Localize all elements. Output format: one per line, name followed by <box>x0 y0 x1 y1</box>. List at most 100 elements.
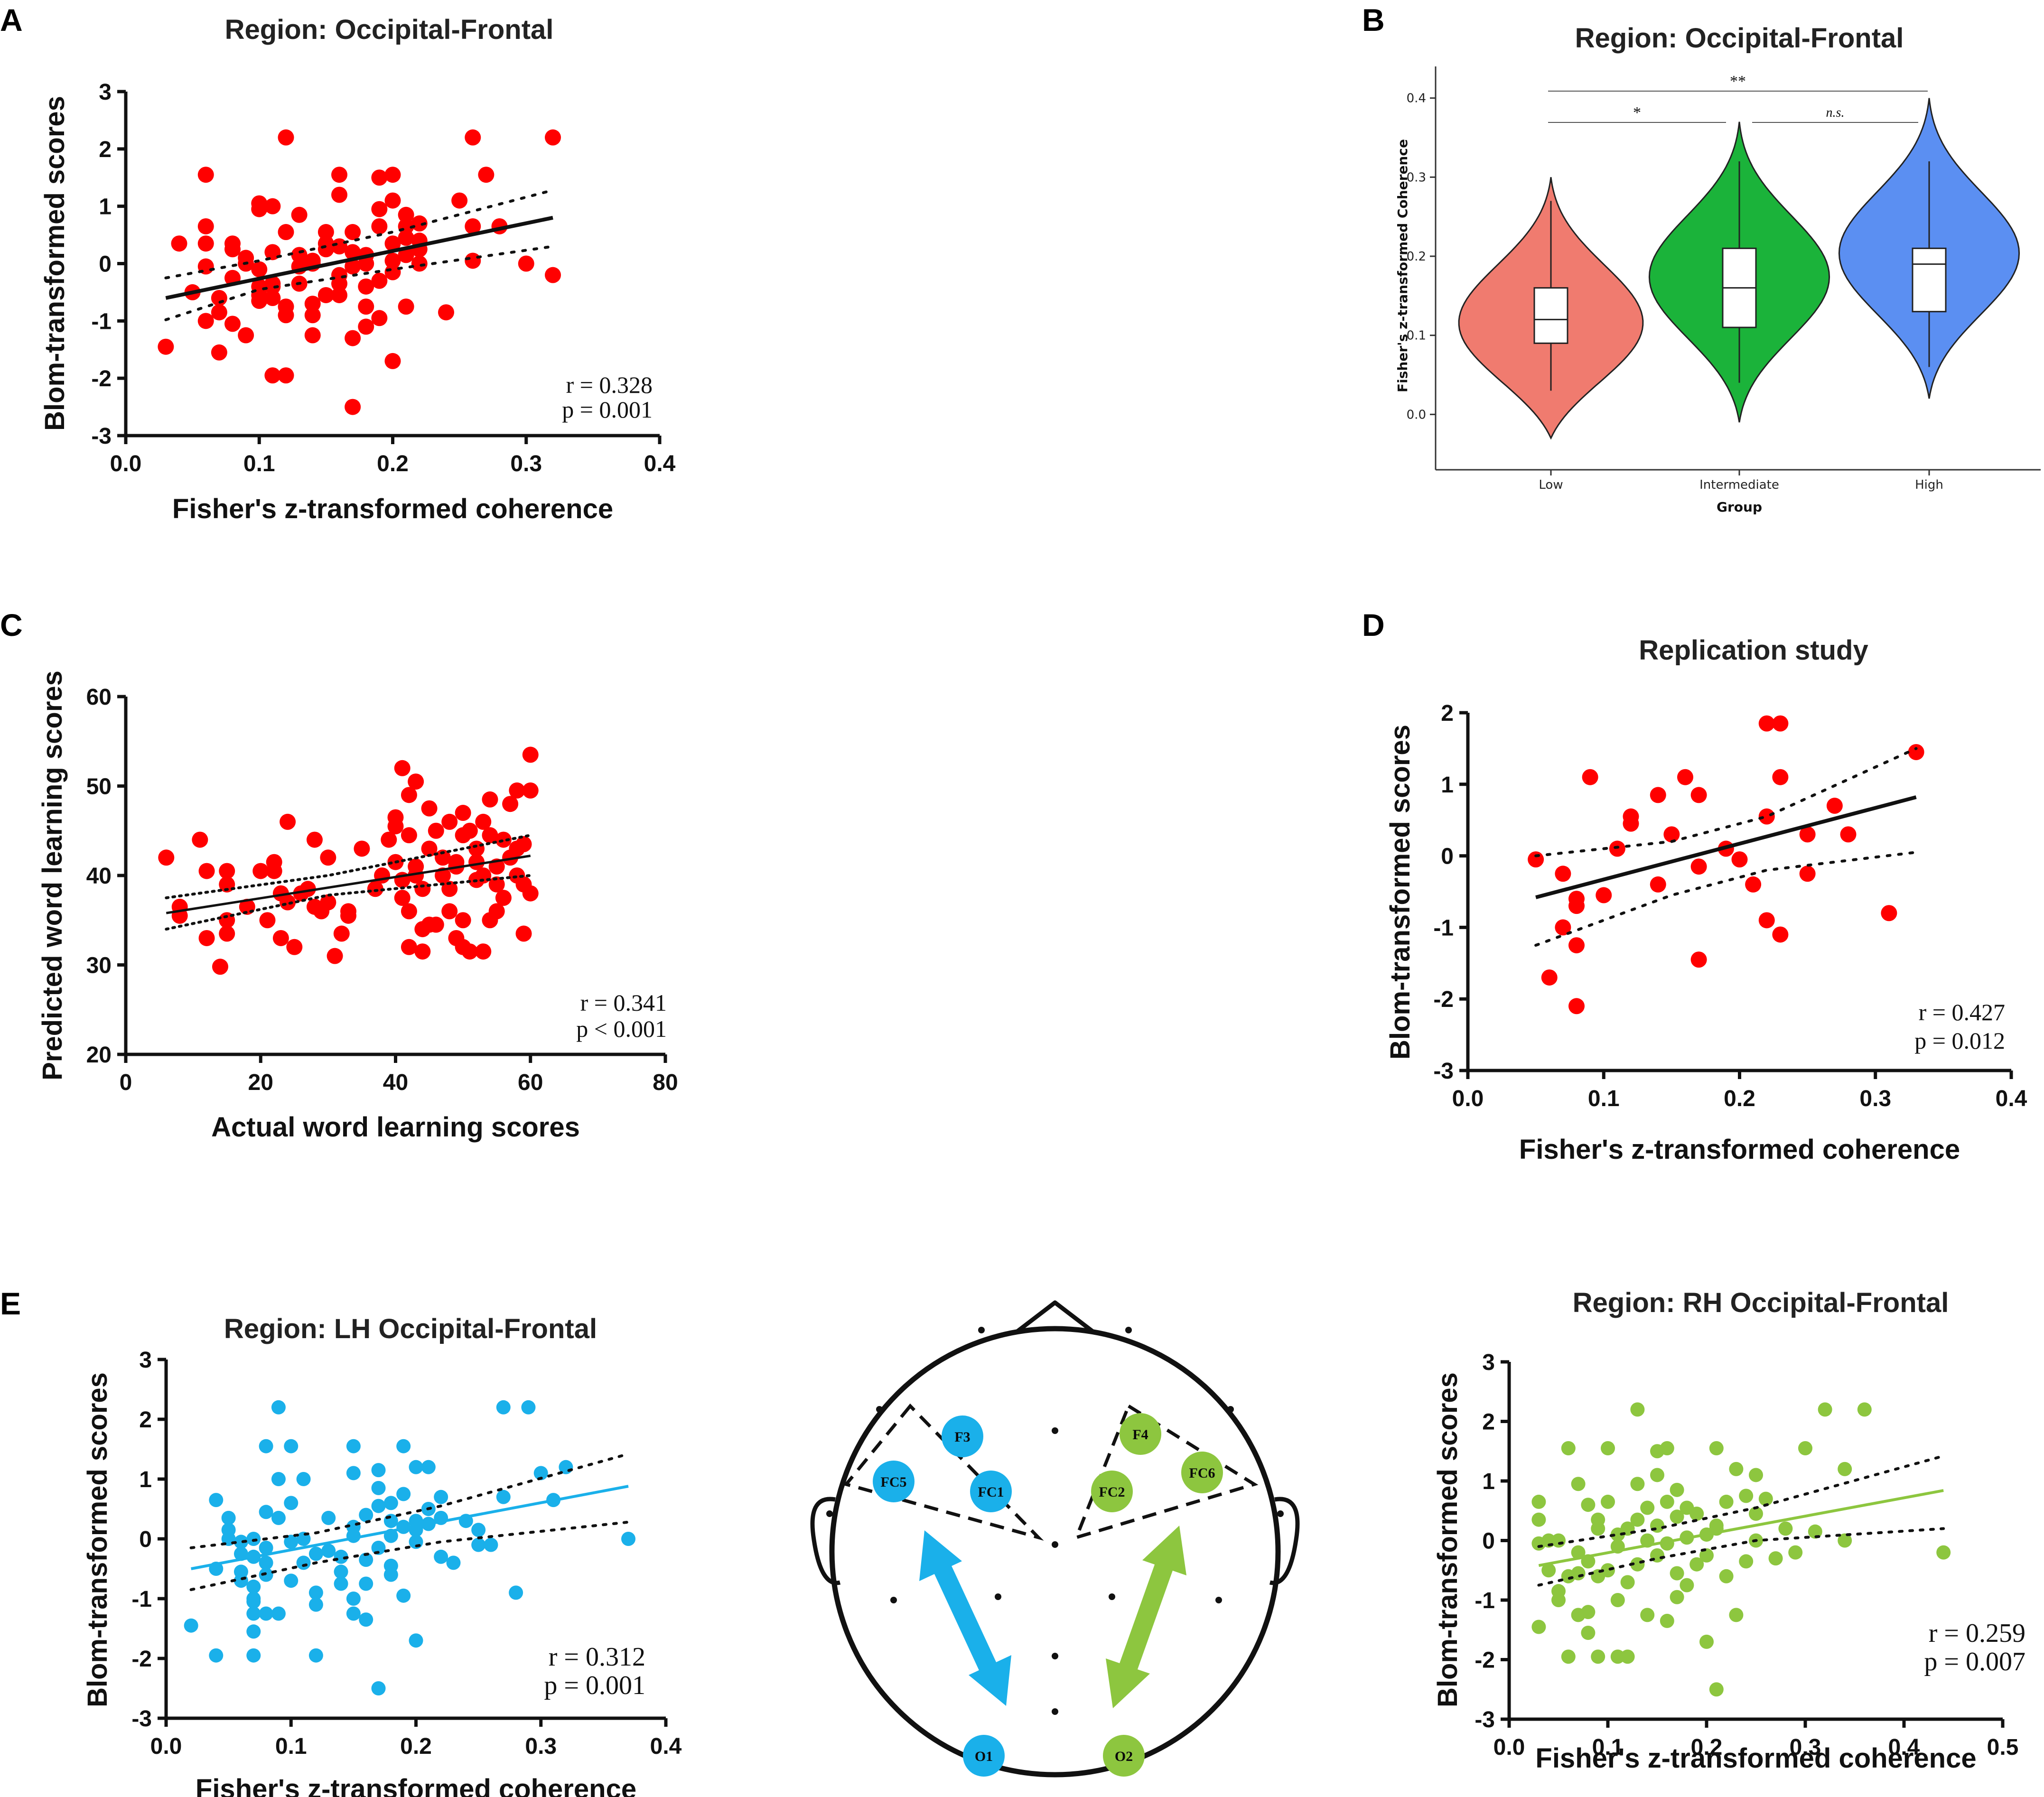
electrode-fc2: FC2 <box>1091 1471 1133 1512</box>
data-point <box>438 304 454 321</box>
svg-text:F4: F4 <box>1132 1427 1148 1443</box>
y-tick-label: -2 <box>131 1647 152 1672</box>
data-point <box>224 241 241 258</box>
data-point <box>1531 1512 1546 1527</box>
data-point <box>317 224 334 241</box>
x-tick-label: Low <box>1539 478 1563 492</box>
data-point <box>321 1544 336 1558</box>
data-point <box>233 1535 248 1549</box>
data-point <box>317 235 334 252</box>
chart-title: Replication study <box>1639 635 1868 666</box>
chart-title: Region: Occipital-Frontal <box>1575 23 1904 54</box>
stat-p: p < 0.001 <box>576 1015 667 1042</box>
data-point <box>398 230 414 246</box>
data-point <box>333 925 350 942</box>
x-axis-label: Fisher's z-transformed coherence <box>1535 1743 1976 1774</box>
y-tick-label: 1 <box>139 1467 152 1492</box>
y-tick-label: -3 <box>131 1706 152 1732</box>
data-point <box>1908 744 1924 760</box>
data-point <box>1551 1593 1566 1607</box>
data-point <box>221 1510 236 1525</box>
y-tick-label: 0 <box>139 1527 152 1552</box>
data-point <box>533 1466 548 1480</box>
panel-letter-a: A <box>0 2 23 37</box>
data-point <box>384 167 401 183</box>
data-point <box>394 760 411 776</box>
svg-text:F3: F3 <box>954 1429 970 1445</box>
data-point <box>1596 887 1612 903</box>
data-point <box>1663 826 1680 843</box>
data-point <box>345 399 361 415</box>
electrode-fc6: FC6 <box>1181 1452 1223 1493</box>
data-point <box>408 867 424 884</box>
data-point <box>371 201 388 217</box>
data-point <box>197 218 214 234</box>
x-axis-label: Fisher's z-transformed coherence <box>1519 1134 1960 1165</box>
data-point <box>264 278 281 295</box>
data-point <box>1719 1494 1734 1509</box>
svg-text:FC6: FC6 <box>1189 1465 1215 1481</box>
electrode-o2: O2 <box>1103 1735 1145 1777</box>
data-point <box>1670 1590 1684 1604</box>
x-tick-label: 0.0 <box>150 1734 182 1759</box>
data-point <box>1528 851 1544 868</box>
chart-title: Region: Occipital-Frontal <box>225 14 554 45</box>
data-point <box>264 367 281 384</box>
data-point <box>1620 1575 1635 1590</box>
y-tick-label: 3 <box>139 1348 152 1373</box>
stat-p: p = 0.007 <box>1924 1647 2025 1676</box>
data-point <box>1857 1402 1872 1417</box>
data-point <box>465 252 481 269</box>
data-point <box>1745 876 1762 893</box>
y-tick-label: 20 <box>86 1043 112 1068</box>
data-point <box>184 1618 198 1633</box>
data-point <box>1840 826 1857 843</box>
data-point <box>278 298 294 315</box>
data-point <box>346 1606 361 1621</box>
data-point <box>320 894 336 911</box>
violin-box <box>1912 247 1947 313</box>
data-point <box>246 1624 261 1639</box>
data-point <box>398 206 414 223</box>
data-point <box>381 831 397 848</box>
data-point <box>401 787 417 803</box>
data-point <box>1709 1441 1724 1455</box>
data-point <box>1555 866 1571 882</box>
y-tick-label: 0 <box>1482 1529 1495 1554</box>
data-point <box>321 1510 336 1525</box>
data-point <box>509 1585 523 1600</box>
regression-line <box>1538 1489 1944 1567</box>
data-point <box>384 235 401 252</box>
data-point <box>496 1400 511 1415</box>
y-tick-label: 0 <box>99 252 112 277</box>
data-point <box>1689 1557 1704 1572</box>
data-point <box>371 1681 386 1695</box>
data-point <box>383 1558 398 1573</box>
data-point <box>401 827 417 844</box>
significance-label: ** <box>1730 73 1746 90</box>
data-point <box>421 800 438 817</box>
data-point <box>1640 1608 1655 1622</box>
data-point <box>1551 1533 1566 1548</box>
head-outline <box>829 1326 1281 1778</box>
data-point <box>1650 876 1666 893</box>
data-point <box>1630 1477 1645 1491</box>
y-tick-label: 2 <box>1482 1410 1495 1435</box>
data-point <box>308 1597 323 1612</box>
data-point <box>246 1532 261 1546</box>
data-point <box>1818 1402 1832 1417</box>
data-point <box>158 849 175 866</box>
x-axis-label: Fisher's z-transformed coherence <box>172 493 613 524</box>
data-point <box>396 1487 411 1501</box>
data-point <box>451 192 468 209</box>
stat-p: p = 0.001 <box>544 1671 645 1700</box>
x-tick-label: 0.3 <box>525 1734 557 1759</box>
data-point <box>304 296 321 312</box>
data-point <box>252 863 269 879</box>
data-point <box>198 930 215 946</box>
data-point <box>1772 926 1789 943</box>
panel-letter-e: E <box>0 1286 21 1321</box>
data-point <box>251 195 268 212</box>
data-point <box>401 939 417 955</box>
left-arrow <box>919 1530 1011 1706</box>
